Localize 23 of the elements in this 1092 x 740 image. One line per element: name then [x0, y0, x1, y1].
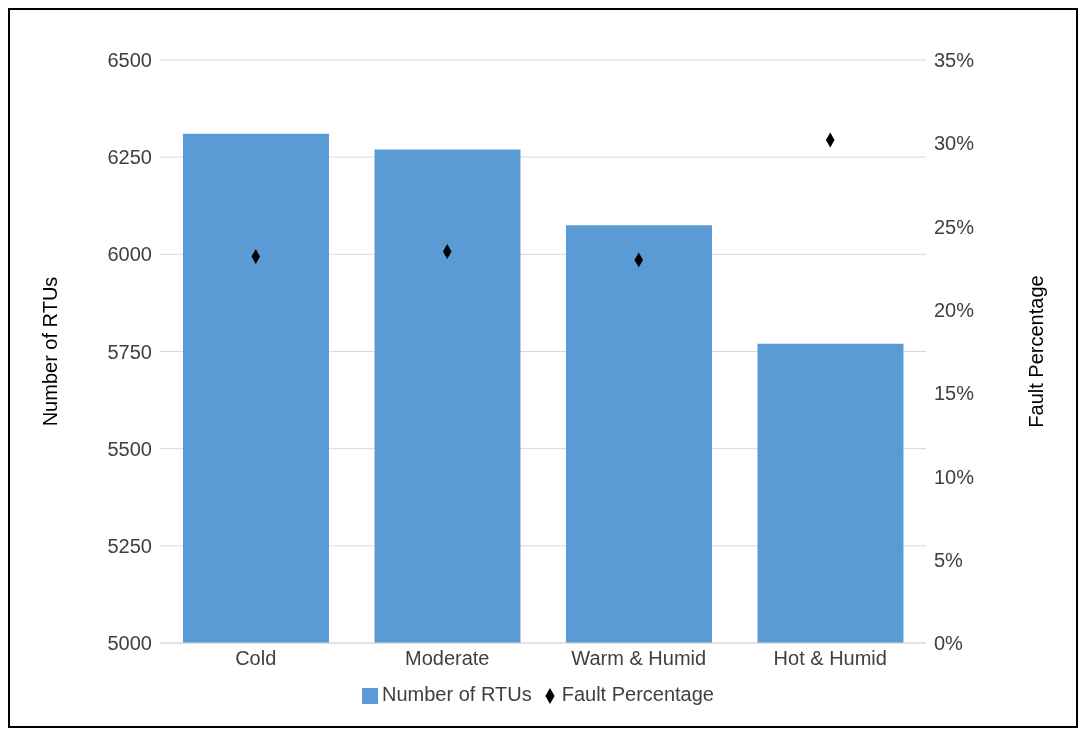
y-tick-label: 5000	[107, 632, 152, 655]
y-tick-label: 6500	[107, 49, 152, 72]
y2-tick-label: 20%	[934, 298, 975, 321]
y2-tick-label: 0%	[934, 632, 964, 655]
y2-tick-label: 10%	[934, 465, 975, 488]
y-tick-label: 5250	[107, 534, 152, 557]
y2-tick-label: 5%	[934, 548, 964, 571]
x-tick-label: Hot & Humid	[773, 647, 887, 670]
legend-label: Fault Percentage	[561, 683, 714, 705]
y-tick-label: 6250	[107, 146, 152, 169]
x-tick-label: Warm & Humid	[571, 647, 707, 670]
y2-tick-label: 25%	[934, 215, 975, 238]
y-tick-label: 5500	[107, 437, 152, 460]
y-tick-label: 5750	[107, 340, 152, 363]
y-axis-title: Number of RTUs	[39, 276, 62, 427]
y-tick-label: 6000	[107, 243, 152, 266]
y2-tick-label: 30%	[934, 132, 975, 155]
y2-tick-label: 15%	[934, 382, 975, 405]
y2-tick-label: 35%	[934, 49, 975, 72]
legend-label: Number of RTUs	[382, 683, 532, 705]
x-tick-label: Moderate	[405, 647, 490, 670]
x-tick-label: Cold	[235, 647, 277, 670]
y2-axis-title: Fault Percentage	[1025, 275, 1048, 428]
